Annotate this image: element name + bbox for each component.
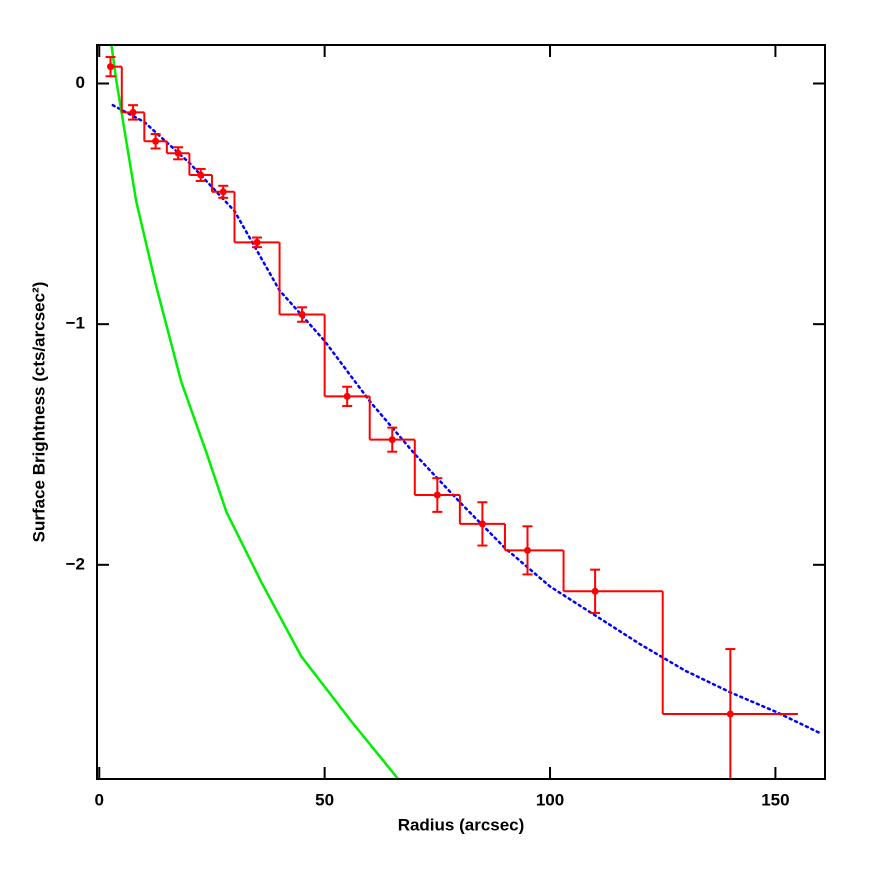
plot-area [105, 45, 822, 779]
x-tick-label: 0 [95, 790, 104, 809]
x-axis-label: Radius (arcsec) [398, 815, 525, 834]
data-point [298, 311, 306, 319]
model-line [111, 103, 822, 735]
x-tick-label: 150 [761, 790, 789, 809]
data-point [219, 188, 227, 196]
data-point [253, 238, 261, 246]
y-tick-label: 0 [76, 73, 85, 92]
data-point [107, 63, 115, 71]
plot-frame [96, 44, 826, 780]
data-point [129, 108, 137, 116]
data-point [197, 171, 205, 179]
data-point [591, 587, 599, 595]
data-point [523, 546, 531, 554]
data-point [433, 491, 441, 499]
x-tick-label: 50 [315, 790, 334, 809]
data-point [388, 436, 396, 444]
y-axis-label: Surface Brightness (cts/arcsec²) [29, 282, 48, 543]
data-point [478, 520, 486, 528]
data-point [726, 710, 734, 718]
x-tick-label: 100 [536, 790, 564, 809]
data-point [152, 137, 160, 145]
y-tick-label: −2 [66, 554, 85, 573]
model-line [110, 45, 400, 779]
data-point [174, 149, 182, 157]
data-point [343, 392, 351, 400]
y-tick-label: −1 [66, 314, 85, 333]
